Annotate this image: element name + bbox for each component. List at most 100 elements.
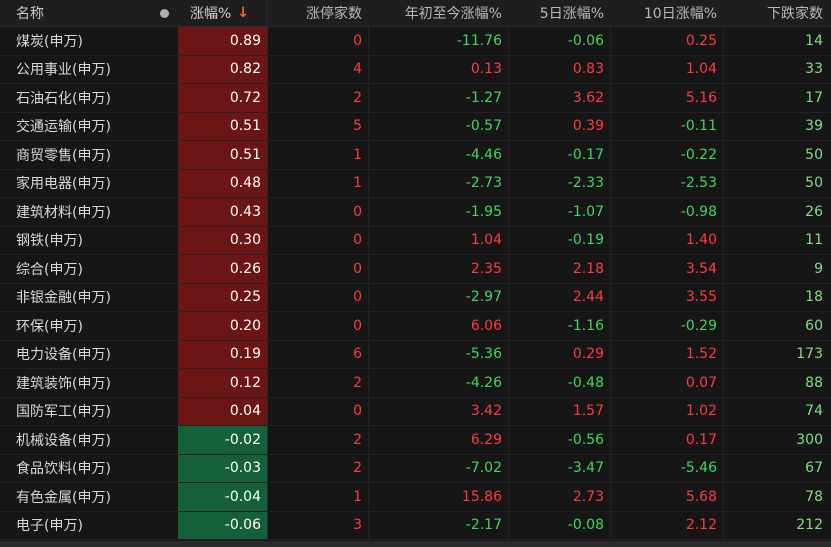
row-dot-spacer bbox=[150, 512, 178, 540]
ytd-change: -4.26 bbox=[368, 369, 508, 397]
sector-name: 电力设备(申万) bbox=[16, 347, 111, 364]
table-row[interactable]: 电力设备(申万) 0.19 6 -5.36 0.29 1.52 173 bbox=[0, 340, 831, 369]
limit-up-count: 2 bbox=[353, 374, 362, 391]
sector-name: 有色金属(申万) bbox=[16, 489, 111, 506]
five-day-change: 1.57 bbox=[508, 397, 610, 425]
sector-name: 石油石化(申万) bbox=[16, 90, 111, 107]
sector-name: 交通运输(申万) bbox=[16, 119, 111, 136]
sort-desc-icon[interactable]: ↓ bbox=[237, 5, 250, 21]
sector-name: 食品饮料(申万) bbox=[16, 461, 111, 478]
column-header-5d[interactable]: 5日涨幅% bbox=[508, 0, 610, 26]
change-pct: 0.51 bbox=[178, 141, 268, 169]
table-row[interactable]: 煤炭(申万) 0.89 0 -11.76 -0.06 0.25 14 bbox=[0, 27, 831, 56]
table-row[interactable]: 建筑材料(申万) 0.43 0 -1.95 -1.07 -0.98 26 bbox=[0, 198, 831, 227]
column-header-10d[interactable]: 10日涨幅% bbox=[610, 0, 723, 26]
ytd-change: 3.42 bbox=[368, 397, 508, 425]
five-day-change: -2.33 bbox=[508, 169, 610, 197]
five-day-change: -0.06 bbox=[508, 27, 610, 55]
header-pct-label: 涨幅% bbox=[189, 6, 232, 22]
down-count: 11 bbox=[723, 226, 831, 254]
ytd-change: 6.29 bbox=[368, 426, 508, 454]
sector-name: 煤炭(申万) bbox=[16, 33, 83, 50]
down-count: 212 bbox=[723, 511, 831, 539]
column-header-name[interactable]: 名称 bbox=[0, 0, 150, 26]
column-header-ytd[interactable]: 年初至今涨幅% bbox=[368, 0, 508, 26]
ytd-change: 0.13 bbox=[368, 55, 508, 83]
down-count: 50 bbox=[723, 141, 831, 169]
limit-up-count: 0 bbox=[353, 203, 362, 220]
table-row[interactable]: 有色金属(申万) -0.04 1 15.86 2.73 5.68 78 bbox=[0, 483, 831, 512]
change-pct: 0.04 bbox=[178, 397, 268, 425]
column-header-pct[interactable]: 涨幅% ↓ bbox=[178, 0, 268, 26]
table-row[interactable]: 交通运输(申万) 0.51 5 -0.57 0.39 -0.11 39 bbox=[0, 112, 831, 141]
five-day-change: -0.48 bbox=[508, 369, 610, 397]
change-pct: 0.51 bbox=[178, 112, 268, 140]
sector-name: 环保(申万) bbox=[16, 318, 83, 335]
change-pct: 0.20 bbox=[178, 312, 268, 340]
table-row[interactable]: 非银金融(申万) 0.25 0 -2.97 2.44 3.55 18 bbox=[0, 283, 831, 312]
ten-day-change: -0.29 bbox=[610, 312, 723, 340]
ytd-change: 1.04 bbox=[368, 226, 508, 254]
settings-dot-icon[interactable] bbox=[159, 8, 169, 18]
ytd-change: -5.36 bbox=[368, 340, 508, 368]
ytd-change: -4.46 bbox=[368, 141, 508, 169]
down-count: 173 bbox=[723, 340, 831, 368]
change-pct: -0.06 bbox=[178, 511, 268, 539]
sector-name: 非银金融(申万) bbox=[16, 290, 111, 307]
row-dot-spacer bbox=[150, 369, 178, 397]
header-down-label: 下跌家数 bbox=[767, 6, 823, 22]
column-header-down-count[interactable]: 下跌家数 bbox=[723, 0, 831, 26]
five-day-change: 2.18 bbox=[508, 255, 610, 283]
column-header-dot[interactable] bbox=[150, 0, 178, 26]
down-count: 14 bbox=[723, 27, 831, 55]
down-count: 18 bbox=[723, 283, 831, 311]
horizontal-scrollbar[interactable] bbox=[0, 541, 831, 547]
table-row[interactable]: 机械设备(申万) -0.02 2 6.29 -0.56 0.17 300 bbox=[0, 426, 831, 455]
table-row[interactable]: 综合(申万) 0.26 0 2.35 2.18 3.54 9 bbox=[0, 255, 831, 284]
row-dot-spacer bbox=[150, 341, 178, 369]
five-day-change: -0.56 bbox=[508, 426, 610, 454]
change-pct: -0.02 bbox=[178, 426, 268, 454]
down-count: 33 bbox=[723, 55, 831, 83]
column-header-limit-up[interactable]: 涨停家数 bbox=[268, 0, 368, 26]
limit-up-count: 0 bbox=[353, 260, 362, 277]
table-row[interactable]: 电子(申万) -0.06 3 -2.17 -0.08 2.12 212 bbox=[0, 511, 831, 540]
header-10d-label: 10日涨幅% bbox=[643, 6, 717, 22]
ten-day-change: -2.53 bbox=[610, 169, 723, 197]
down-count: 39 bbox=[723, 112, 831, 140]
ytd-change: -2.17 bbox=[368, 511, 508, 539]
row-dot-spacer bbox=[150, 113, 178, 141]
limit-up-count: 0 bbox=[353, 317, 362, 334]
table-row[interactable]: 商贸零售(申万) 0.51 1 -4.46 -0.17 -0.22 50 bbox=[0, 141, 831, 170]
ytd-change: 6.06 bbox=[368, 312, 508, 340]
change-pct: 0.72 bbox=[178, 84, 268, 112]
sector-name: 钢铁(申万) bbox=[16, 233, 83, 250]
limit-up-count: 0 bbox=[353, 403, 362, 420]
row-dot-spacer bbox=[150, 455, 178, 483]
sector-name: 家用电器(申万) bbox=[16, 176, 111, 193]
table-row[interactable]: 环保(申万) 0.20 0 6.06 -1.16 -0.29 60 bbox=[0, 312, 831, 341]
change-pct: -0.04 bbox=[178, 483, 268, 511]
table-body: 煤炭(申万) 0.89 0 -11.76 -0.06 0.25 14 公用事业(申万) 0.82… bbox=[0, 27, 831, 540]
table-row[interactable]: 公用事业(申万) 0.82 4 0.13 0.83 1.04 33 bbox=[0, 55, 831, 84]
header-5d-label: 5日涨幅% bbox=[539, 6, 604, 22]
row-dot-spacer bbox=[150, 227, 178, 255]
row-dot-spacer bbox=[150, 27, 178, 55]
change-pct: 0.82 bbox=[178, 55, 268, 83]
row-dot-spacer bbox=[150, 198, 178, 226]
table-row[interactable]: 钢铁(申万) 0.30 0 1.04 -0.19 1.40 11 bbox=[0, 226, 831, 255]
ten-day-change: -5.46 bbox=[610, 454, 723, 482]
row-dot-spacer bbox=[150, 56, 178, 84]
row-dot-spacer bbox=[150, 426, 178, 454]
five-day-change: -1.07 bbox=[508, 198, 610, 226]
header-name-label: 名称 bbox=[16, 6, 44, 22]
table-row[interactable]: 家用电器(申万) 0.48 1 -2.73 -2.33 -2.53 50 bbox=[0, 169, 831, 198]
table-row[interactable]: 建筑装饰(申万) 0.12 2 -4.26 -0.48 0.07 88 bbox=[0, 369, 831, 398]
table-row[interactable]: 食品饮料(申万) -0.03 2 -7.02 -3.47 -5.46 67 bbox=[0, 454, 831, 483]
ten-day-change: 5.68 bbox=[610, 483, 723, 511]
down-count: 67 bbox=[723, 454, 831, 482]
table-row[interactable]: 国防军工(申万) 0.04 0 3.42 1.57 1.02 74 bbox=[0, 397, 831, 426]
row-dot-spacer bbox=[150, 255, 178, 283]
table-row[interactable]: 石油石化(申万) 0.72 2 -1.27 3.62 5.16 17 bbox=[0, 84, 831, 113]
down-count: 50 bbox=[723, 169, 831, 197]
